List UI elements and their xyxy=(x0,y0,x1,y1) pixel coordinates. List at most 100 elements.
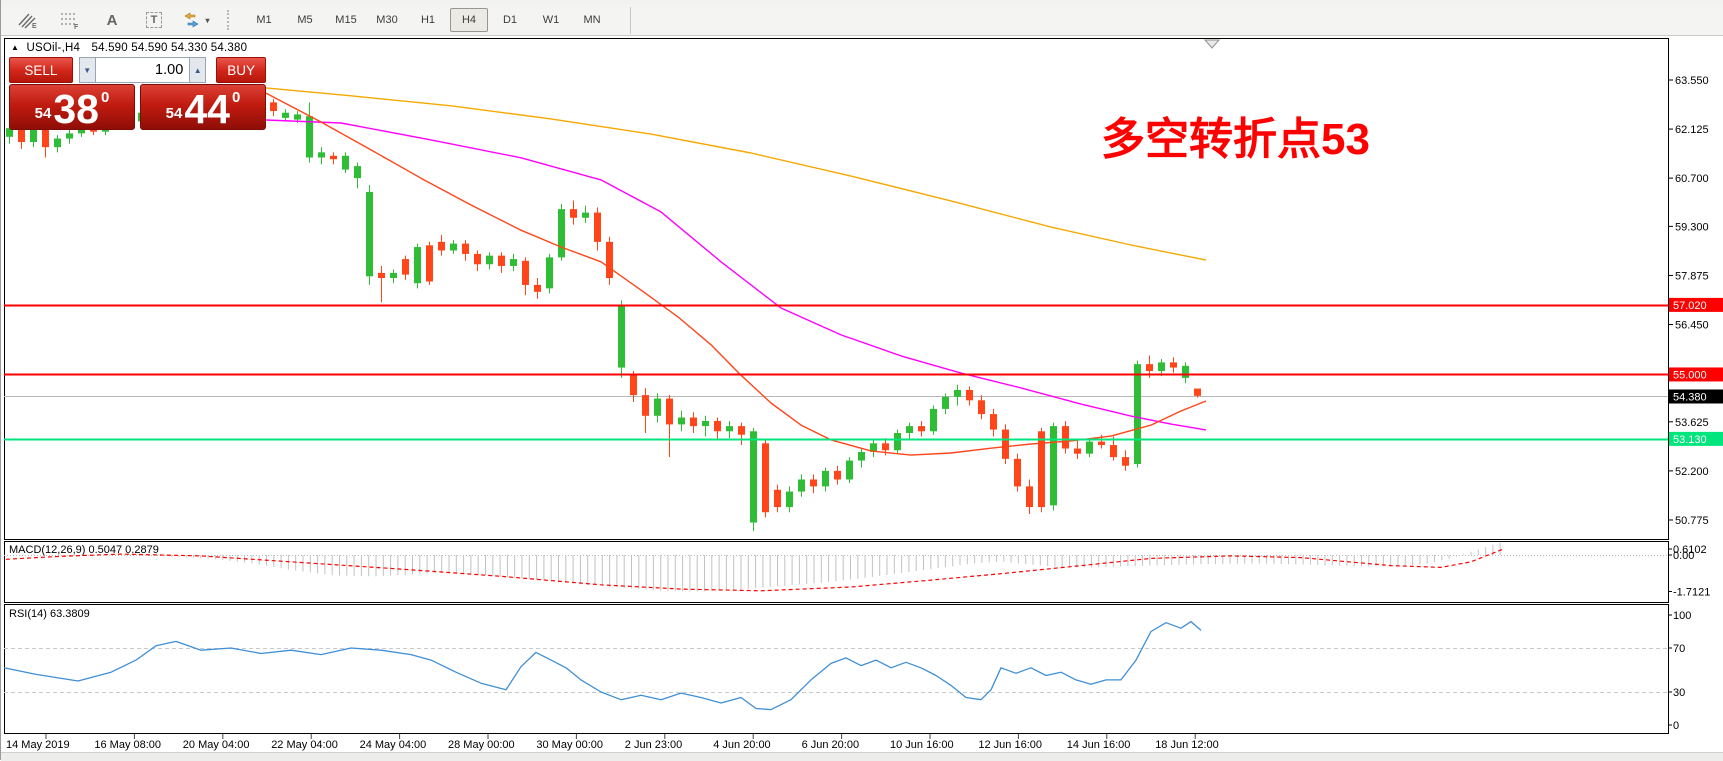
timeframe-button-h1[interactable]: H1 xyxy=(420,14,436,26)
fibonacci-tool-icon[interactable]: F xyxy=(55,8,85,32)
timeframe-button-h4[interactable]: H4 xyxy=(450,8,488,32)
candle-body xyxy=(714,420,721,432)
svg-text:57.020: 57.020 xyxy=(1673,300,1707,312)
horizontal-lines[interactable] xyxy=(4,304,1668,441)
candle-body xyxy=(630,374,637,396)
timeframe-button-w1[interactable]: W1 xyxy=(542,14,560,26)
toolbar-grip[interactable] xyxy=(227,10,233,30)
buy-button[interactable]: BUY xyxy=(216,57,267,83)
candle-body xyxy=(750,431,757,523)
trade-controls-row: SELL ▼ 1.00 ▲ BUY xyxy=(9,57,267,83)
candle-body xyxy=(366,191,373,277)
candle-body xyxy=(6,128,13,137)
candle-body xyxy=(1038,431,1045,508)
ma-fast-line xyxy=(265,92,1207,456)
trade-prices-row: 54 38 0 54 44 0 xyxy=(9,84,266,130)
candle-body xyxy=(1134,364,1141,465)
svg-text:57.875: 57.875 xyxy=(1675,270,1709,282)
svg-text:14 May 2019: 14 May 2019 xyxy=(6,739,70,751)
candle-body xyxy=(906,426,913,434)
rsi-panel: 100 70 30 0 xyxy=(3,610,1691,732)
candle-body xyxy=(810,479,817,487)
volume-increase-button[interactable]: ▲ xyxy=(189,57,207,83)
sell-price-box[interactable]: 54 38 0 xyxy=(9,84,135,130)
svg-text:55.000: 55.000 xyxy=(1673,369,1707,381)
svg-text:18 Jun 12:00: 18 Jun 12:00 xyxy=(1155,739,1219,751)
text-tool-icon[interactable]: A xyxy=(106,11,118,29)
buy-price-prefix: 54 xyxy=(165,105,183,122)
candle-body xyxy=(930,408,937,432)
candle-body xyxy=(894,433,901,451)
chart-header: ▲ USOil-,H4 54.590 54.590 54.330 54.380 xyxy=(11,42,247,54)
timeframe-button-m5[interactable]: M5 xyxy=(297,14,313,26)
candle-body xyxy=(330,155,337,160)
sell-button[interactable]: SELL xyxy=(9,57,73,83)
svg-text:62.125: 62.125 xyxy=(1675,124,1709,136)
candle-body xyxy=(654,398,661,416)
shift-marker[interactable] xyxy=(1203,39,1221,49)
candle-body xyxy=(450,243,457,251)
rsi-line xyxy=(3,620,1202,711)
timeframe-button-m1[interactable]: M1 xyxy=(256,14,272,26)
volume-input[interactable]: 1.00 xyxy=(95,57,190,83)
objects-tool-icon[interactable]: ▾ xyxy=(181,8,211,32)
candle-body xyxy=(42,129,49,148)
candle-body xyxy=(882,443,889,451)
candle-body xyxy=(534,284,541,292)
candle-body xyxy=(1122,457,1129,466)
candle-body xyxy=(306,116,313,158)
candle-body xyxy=(858,451,865,461)
svg-text:E: E xyxy=(32,23,37,29)
svg-text:14 Jun 16:00: 14 Jun 16:00 xyxy=(1067,739,1131,751)
trendline-tool-icon[interactable]: E xyxy=(13,8,43,32)
textlabel-tool-icon[interactable]: T xyxy=(139,8,169,32)
candle-body xyxy=(606,241,613,279)
svg-text:4 Jun 20:00: 4 Jun 20:00 xyxy=(713,739,771,751)
ma-mid-line xyxy=(265,119,1207,431)
timeframe-button-m30[interactable]: M30 xyxy=(376,14,398,26)
svg-text:30: 30 xyxy=(1673,687,1685,699)
timeframe-button-mn[interactable]: MN xyxy=(583,14,601,26)
candle-body xyxy=(1086,441,1093,454)
candle-body xyxy=(462,243,469,254)
time-axis[interactable]: 14 May 2019 16 May 08:00 20 May 04:00 22 Ma… xyxy=(6,734,1219,751)
volume-decrease-button[interactable]: ▼ xyxy=(78,57,96,83)
candle-body xyxy=(594,212,601,242)
sell-price-prefix: 54 xyxy=(34,105,52,122)
ohlc-values: 54.590 54.590 54.330 54.380 xyxy=(91,42,248,54)
candle-body xyxy=(1158,362,1165,372)
timeframe-button-d1[interactable]: D1 xyxy=(502,14,518,26)
candle-body xyxy=(990,414,997,430)
ma-mid xyxy=(265,119,1207,431)
svg-text:0.00: 0.00 xyxy=(1673,550,1694,562)
svg-text:6 Jun 20:00: 6 Jun 20:00 xyxy=(802,739,860,751)
candle-body xyxy=(954,389,961,397)
svg-text:12 Jun 16:00: 12 Jun 16:00 xyxy=(978,739,1042,751)
candle-body xyxy=(474,253,481,265)
panel-borders xyxy=(4,38,1669,734)
candle-body xyxy=(1182,365,1189,378)
svg-text:52.200: 52.200 xyxy=(1675,466,1709,478)
svg-text:56.450: 56.450 xyxy=(1675,320,1709,332)
ma-slow xyxy=(265,87,1207,261)
collapse-arrow-icon[interactable]: ▲ xyxy=(11,43,20,52)
chart-text-annotation[interactable]: 多空转折点53 xyxy=(1101,115,1370,164)
buy-price-box[interactable]: 54 44 0 xyxy=(140,84,266,130)
svg-text:63.550: 63.550 xyxy=(1675,75,1709,87)
svg-text:2 Jun 23:00: 2 Jun 23:00 xyxy=(625,739,683,751)
timeframe-button-m15[interactable]: M15 xyxy=(335,14,357,26)
candle-body xyxy=(1110,445,1117,458)
svg-text:50.775: 50.775 xyxy=(1675,515,1709,527)
candle-body xyxy=(774,489,781,508)
macd-signal-line xyxy=(5,548,1505,592)
candle-body xyxy=(282,112,289,118)
svg-text:30 May 00:00: 30 May 00:00 xyxy=(536,739,603,751)
svg-text:24 May 04:00: 24 May 04:00 xyxy=(360,739,427,751)
candle-body xyxy=(414,247,421,284)
candle-body xyxy=(342,155,349,170)
candle-body xyxy=(786,491,793,508)
candle-body xyxy=(582,212,589,218)
candle-body xyxy=(618,305,625,368)
svg-text:28 May 00:00: 28 May 00:00 xyxy=(448,739,515,751)
